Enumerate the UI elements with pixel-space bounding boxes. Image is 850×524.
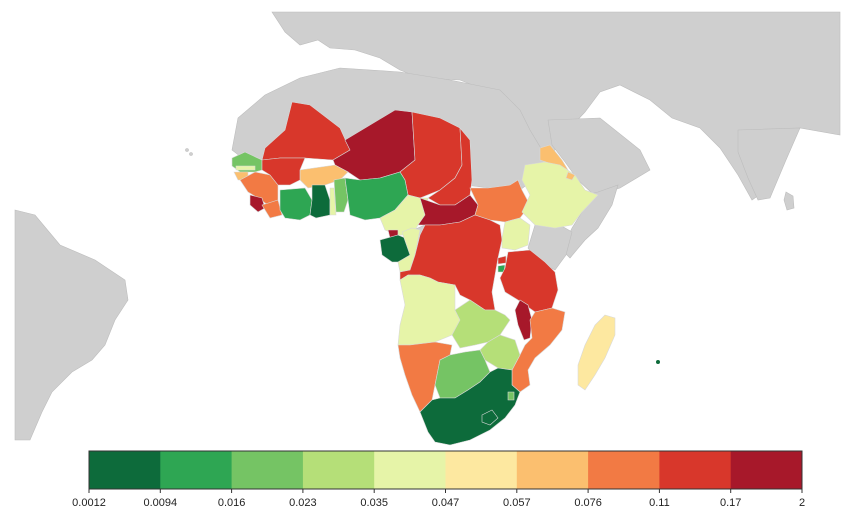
mauritius [656, 360, 660, 364]
legend-tick-label: 0.057 [503, 497, 531, 509]
angola [397, 274, 461, 346]
legend-cell [588, 451, 660, 489]
legend-ticks: 0.0012 0.0094 0.016 0.023 0.035 0.047 0.057 0.0… [72, 489, 805, 509]
legend-tick-label: 0.023 [289, 497, 317, 509]
legend-tick-label: 0.035 [360, 497, 388, 509]
gambia [235, 165, 256, 171]
legend-tick-label: 0.0094 [143, 497, 177, 509]
madagascar [577, 314, 616, 391]
legend-cell [374, 451, 446, 489]
legend-cell [730, 451, 803, 489]
cabo-verde-island [185, 148, 189, 152]
togo [329, 187, 337, 216]
mali-southwest [261, 157, 306, 186]
legend-tick-label: 0.076 [574, 497, 602, 509]
india [737, 127, 801, 201]
somalia [561, 184, 619, 259]
legend-cell [659, 451, 732, 489]
sri-lanka [783, 191, 795, 211]
legend-tick-label: 0.17 [720, 497, 741, 509]
south-africa [419, 367, 521, 446]
legend-cell [302, 451, 375, 489]
legend-tick-label: 0.047 [432, 497, 460, 509]
legend-cell [516, 451, 589, 489]
legend-tick-label: 0.11 [649, 497, 670, 509]
african-countries [231, 101, 660, 446]
cote-divoire [279, 187, 313, 221]
niger [399, 111, 463, 199]
legend-cell [160, 451, 233, 489]
ghana [309, 184, 331, 219]
djibouti [565, 171, 576, 181]
burkina-faso [299, 164, 349, 189]
liberia [261, 199, 283, 219]
south-america [14, 209, 129, 441]
legend-cells [89, 451, 803, 489]
ethiopia [521, 161, 599, 229]
sierra-leone [249, 194, 266, 213]
mozambique [511, 307, 566, 393]
legend-tick-label: 0.0012 [72, 497, 106, 509]
legend-tick-label: 2 [799, 497, 805, 509]
malawi [514, 299, 533, 341]
rwanda [497, 255, 507, 265]
color-scale-legend: 0.0012 0.0094 0.016 0.023 0.035 0.047 0.057 0.0… [72, 450, 805, 509]
eswatini [507, 391, 515, 401]
lesotho [481, 409, 499, 426]
legend-cell [231, 451, 304, 489]
benin [333, 177, 349, 213]
legend-cell [89, 451, 161, 489]
uganda [501, 217, 531, 251]
legend-tick-label: 0.016 [218, 497, 246, 509]
legend-cell [445, 451, 518, 489]
cabo-verde-island [189, 152, 193, 156]
